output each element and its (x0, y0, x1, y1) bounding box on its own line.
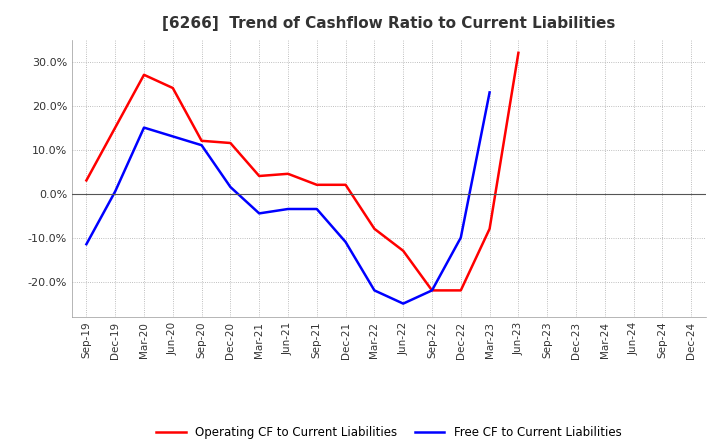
Operating CF to Current Liabilities (341, 182, 350, 187)
Free CF to Current Liabilities (226, 184, 235, 190)
Free CF to Current Liabilities (399, 301, 408, 306)
Operating CF to Current Liabilities (399, 248, 408, 253)
Operating CF to Current Liabilities (485, 226, 494, 231)
Operating CF to Current Liabilities (111, 125, 120, 130)
Free CF to Current Liabilities (341, 239, 350, 245)
Operating CF to Current Liabilities (82, 178, 91, 183)
Line: Operating CF to Current Liabilities: Operating CF to Current Liabilities (86, 53, 518, 290)
Legend: Operating CF to Current Liabilities, Free CF to Current Liabilities: Operating CF to Current Liabilities, Fre… (151, 422, 626, 440)
Free CF to Current Liabilities (428, 288, 436, 293)
Operating CF to Current Liabilities (197, 138, 206, 143)
Free CF to Current Liabilities (284, 206, 292, 212)
Free CF to Current Liabilities (82, 242, 91, 247)
Line: Free CF to Current Liabilities: Free CF to Current Liabilities (86, 92, 490, 304)
Operating CF to Current Liabilities (226, 140, 235, 146)
Free CF to Current Liabilities (485, 90, 494, 95)
Operating CF to Current Liabilities (312, 182, 321, 187)
Free CF to Current Liabilities (111, 189, 120, 194)
Free CF to Current Liabilities (456, 235, 465, 240)
Operating CF to Current Liabilities (255, 173, 264, 179)
Operating CF to Current Liabilities (284, 171, 292, 176)
Operating CF to Current Liabilities (514, 50, 523, 55)
Operating CF to Current Liabilities (370, 226, 379, 231)
Title: [6266]  Trend of Cashflow Ratio to Current Liabilities: [6266] Trend of Cashflow Ratio to Curren… (162, 16, 616, 32)
Operating CF to Current Liabilities (428, 288, 436, 293)
Free CF to Current Liabilities (197, 143, 206, 148)
Free CF to Current Liabilities (168, 134, 177, 139)
Operating CF to Current Liabilities (140, 72, 148, 77)
Free CF to Current Liabilities (140, 125, 148, 130)
Operating CF to Current Liabilities (456, 288, 465, 293)
Operating CF to Current Liabilities (168, 85, 177, 91)
Free CF to Current Liabilities (255, 211, 264, 216)
Free CF to Current Liabilities (370, 288, 379, 293)
Free CF to Current Liabilities (312, 206, 321, 212)
